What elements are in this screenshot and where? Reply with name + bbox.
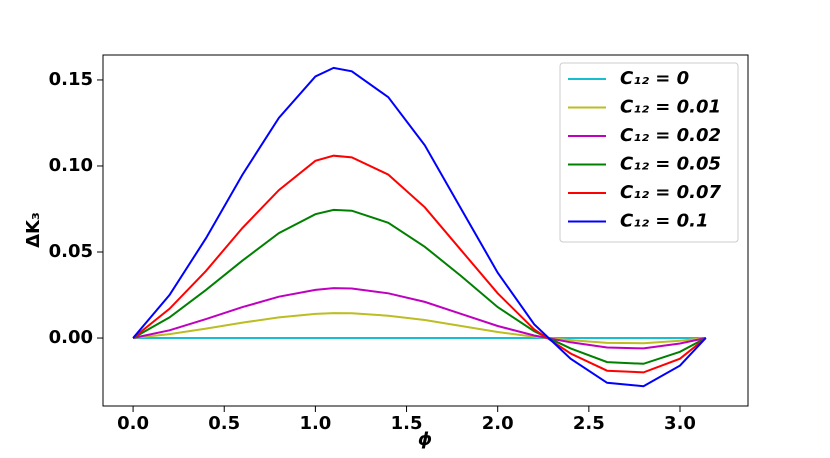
x-tick-label: 1.0 [299,413,331,434]
line-series [132,287,707,350]
x-tick-label: 2.0 [482,413,514,434]
y-tick-label: 0.00 [49,327,93,348]
line-series [132,312,706,345]
x-tick-label: 0.0 [117,413,149,434]
y-tick-label: 0.15 [49,69,93,90]
x-tick-label: 1.5 [391,413,423,434]
legend-label: C₁₂ = 0.1 [620,211,708,232]
x-tick-label: 0.5 [208,413,240,434]
line-series [132,66,707,388]
x-tick-label: 2.5 [573,413,605,434]
line-series [132,208,707,365]
legend-label: C₁₂ = 0 [620,68,689,89]
legend: C₁₂ = 0 C₁₂ = 0.01 C₁₂ = 0.02 C₁₂ = 0.05 C₁₂… [559,62,739,243]
y-tick-label: 0.10 [49,155,93,176]
y-axis-label: ΔK₃ [23,212,44,248]
plot-frame [102,54,749,407]
legend-label: C₁₂ = 0.05 [620,154,721,175]
legend-label: C₁₂ = 0.01 [620,97,721,118]
x-tick-label: 3.0 [664,413,696,434]
legend-label: C₁₂ = 0.07 [620,182,721,203]
legend-label: C₁₂ = 0.02 [620,125,721,146]
x-axis-label: ϕ [418,429,432,450]
y-tick-label: 0.05 [49,241,93,262]
line-series [132,154,707,374]
